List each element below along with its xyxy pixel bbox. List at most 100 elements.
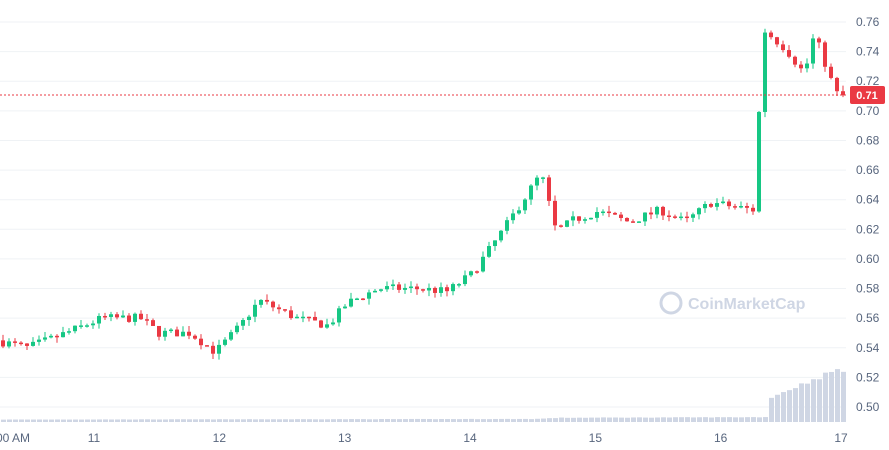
- candle-up: [517, 210, 521, 214]
- candle-down: [115, 314, 119, 318]
- candle-up: [79, 325, 83, 327]
- volume-bar: [631, 417, 636, 422]
- volume-bars: [1, 369, 846, 422]
- candle-up: [505, 220, 509, 231]
- volume-bar: [115, 419, 120, 422]
- candle-up: [511, 213, 515, 221]
- volume-bar: [757, 417, 762, 422]
- volume-bar: [361, 419, 366, 422]
- candle-up: [331, 322, 335, 325]
- volume-bar: [415, 418, 420, 422]
- volume-bar: [307, 419, 312, 422]
- volume-bar: [739, 417, 744, 422]
- x-tick-label: 17: [834, 431, 848, 445]
- y-tick-label: 0.60: [856, 252, 880, 266]
- volume-bar: [745, 417, 750, 422]
- volume-bar: [487, 419, 492, 422]
- volume-bar: [553, 418, 558, 422]
- candle-up: [571, 216, 575, 221]
- volume-bar: [751, 417, 756, 422]
- volume-bar: [379, 419, 384, 422]
- candle-down: [745, 206, 749, 208]
- volume-bar: [49, 419, 54, 422]
- y-tick-label: 0.54: [856, 341, 880, 355]
- candle-down: [817, 38, 821, 43]
- candle-down: [841, 91, 845, 96]
- volume-bar: [223, 419, 228, 422]
- candle-down: [559, 225, 563, 227]
- volume-bar: [19, 419, 24, 422]
- candle-up: [337, 308, 341, 323]
- candle-down: [547, 177, 551, 201]
- volume-bar: [811, 379, 816, 422]
- volume-bar: [793, 388, 798, 422]
- candle-up: [523, 199, 527, 211]
- volume-bar: [217, 419, 222, 422]
- volume-bar: [529, 419, 534, 422]
- volume-bar: [265, 419, 270, 422]
- candle-up: [85, 325, 89, 327]
- candle-down: [823, 42, 827, 67]
- y-tick-label: 0.72: [856, 74, 880, 88]
- candle-up: [565, 220, 569, 227]
- volume-bar: [61, 419, 66, 422]
- volume-bar: [121, 419, 126, 422]
- candle-up: [655, 206, 659, 215]
- volume-bar: [319, 419, 324, 422]
- candle-up: [247, 316, 251, 320]
- volume-bar: [7, 419, 12, 422]
- volume-bar: [247, 419, 252, 422]
- candle-up: [31, 341, 35, 346]
- volume-bar: [331, 419, 336, 422]
- candle-down: [55, 335, 59, 338]
- candle-up: [739, 206, 743, 208]
- volume-bar: [493, 418, 498, 422]
- volume-bar: [193, 419, 198, 422]
- candle-down: [619, 214, 623, 218]
- current-price-tag: 0.71: [850, 86, 885, 105]
- volume-bar: [781, 392, 786, 422]
- volume-bar: [709, 417, 714, 422]
- candle-down: [475, 271, 479, 273]
- volume-bar: [373, 419, 378, 422]
- candle-down: [25, 343, 29, 346]
- candle-up: [595, 212, 599, 218]
- volume-bar: [523, 418, 528, 422]
- volume-bar: [157, 419, 162, 422]
- volume-bar: [427, 418, 432, 422]
- candle-up: [259, 299, 263, 305]
- candle-up: [373, 290, 377, 293]
- candle-up: [601, 211, 605, 214]
- candle-up: [73, 325, 77, 332]
- y-tick-label: 0.74: [856, 45, 880, 59]
- volume-bar: [205, 419, 210, 422]
- candle-down: [649, 212, 653, 215]
- y-tick-label: 0.56: [856, 311, 880, 325]
- volume-bar: [325, 419, 330, 422]
- volume-bar: [421, 418, 426, 422]
- volume-bar: [355, 419, 360, 422]
- candle-up: [295, 316, 299, 319]
- volume-bar: [481, 419, 486, 422]
- candle-down: [103, 315, 107, 318]
- candle-up: [325, 324, 329, 328]
- volume-bar: [613, 417, 618, 422]
- candle-up: [37, 339, 41, 342]
- volume-bar: [763, 417, 768, 422]
- volume-bar: [199, 419, 204, 422]
- candle-down: [175, 329, 179, 337]
- volume-bar: [127, 419, 132, 422]
- volume-bar: [289, 419, 294, 422]
- volume-bar: [673, 417, 678, 422]
- candle-down: [631, 221, 635, 223]
- volume-bar: [163, 419, 168, 422]
- volume-bar: [211, 419, 216, 422]
- candle-down: [187, 331, 191, 336]
- candle-down: [199, 338, 203, 346]
- candle-down: [577, 216, 581, 221]
- candle-down: [685, 216, 689, 219]
- candle-up: [223, 339, 227, 345]
- candle-down: [139, 313, 143, 320]
- x-tick-label: 12: [213, 431, 227, 445]
